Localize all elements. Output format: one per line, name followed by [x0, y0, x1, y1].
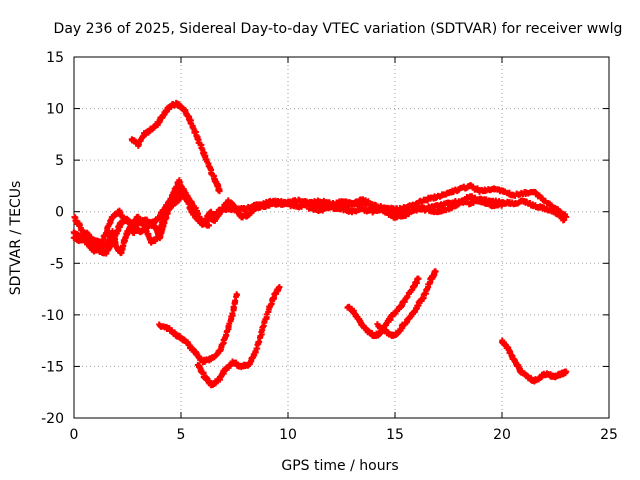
y-tick-label: 10 [46, 102, 64, 118]
series-arc-6 [156, 291, 240, 365]
y-tick-label: 5 [55, 153, 64, 169]
y-tick-label: 15 [46, 50, 64, 66]
x-tick-label: 0 [70, 427, 79, 443]
chart-title: Day 236 of 2025, Sidereal Day-to-day VTE… [54, 21, 623, 37]
series-arc-9 [374, 268, 438, 339]
y-axis-label: SDTVAR / TECUs [8, 181, 24, 296]
x-tick-label: 15 [386, 427, 404, 443]
x-tick-label: 5 [177, 427, 186, 443]
y-tick-label: -5 [50, 256, 64, 272]
series-arc-10 [499, 338, 569, 385]
series-arc-7 [195, 284, 283, 388]
data-points [71, 100, 569, 388]
tick-labels: 0 5 10 15 20 25 -20 -15 -10 -5 0 5 10 15 [41, 50, 618, 443]
x-axis-label: GPS time / hours [281, 458, 398, 474]
y-tick-label: -20 [41, 411, 64, 427]
x-tick-label: 20 [493, 427, 511, 443]
sdtvar-chart: Day 236 of 2025, Sidereal Day-to-day VTE… [0, 0, 640, 480]
y-tick-label: 0 [55, 205, 64, 221]
series-arc-2 [71, 177, 214, 256]
y-tick-label: -10 [41, 308, 64, 324]
y-tick-label: -15 [41, 359, 64, 375]
x-tick-label: 25 [600, 427, 618, 443]
x-tick-label: 10 [279, 427, 297, 443]
series-arc-5 [129, 100, 223, 194]
